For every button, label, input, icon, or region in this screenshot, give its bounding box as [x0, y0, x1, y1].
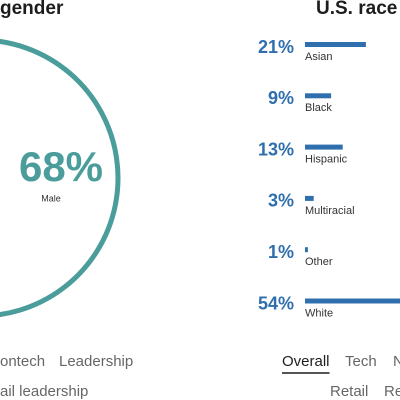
category-label: Multiracial	[305, 205, 355, 217]
donut-arc	[0, 38, 121, 318]
percent-label: 1%	[268, 242, 294, 262]
bar	[305, 195, 314, 201]
tab[interactable]: ail leadership	[0, 383, 88, 400]
category-label: Other	[305, 256, 333, 268]
race-title: U.S. race a	[316, 0, 400, 19]
percent-label: 3%	[268, 191, 294, 211]
category-label: White	[305, 307, 333, 319]
tab[interactable]: Re	[384, 383, 400, 400]
category-label: Black	[305, 102, 332, 114]
category-label: Hispanic	[305, 154, 348, 166]
tab[interactable]: N	[393, 353, 400, 370]
category-label: Asian	[305, 51, 333, 63]
bar	[305, 298, 400, 304]
percent-label: 9%	[268, 88, 294, 108]
tab[interactable]: Tech	[345, 353, 377, 370]
bar	[305, 42, 366, 47]
gender-title: gender	[0, 0, 64, 19]
bar	[305, 144, 343, 150]
bar	[305, 93, 332, 99]
percent-label: 21%	[258, 37, 294, 57]
donut-value: 68%	[19, 143, 103, 190]
donut-label: Male	[41, 193, 61, 203]
tab[interactable]: Overall	[282, 353, 330, 370]
tab[interactable]: Retail	[330, 383, 368, 400]
tab[interactable]: ontech	[0, 353, 45, 370]
percent-label: 13%	[258, 139, 294, 159]
percent-label: 54%	[258, 293, 294, 313]
tab[interactable]: Leadership	[59, 353, 133, 370]
bar	[305, 247, 308, 253]
